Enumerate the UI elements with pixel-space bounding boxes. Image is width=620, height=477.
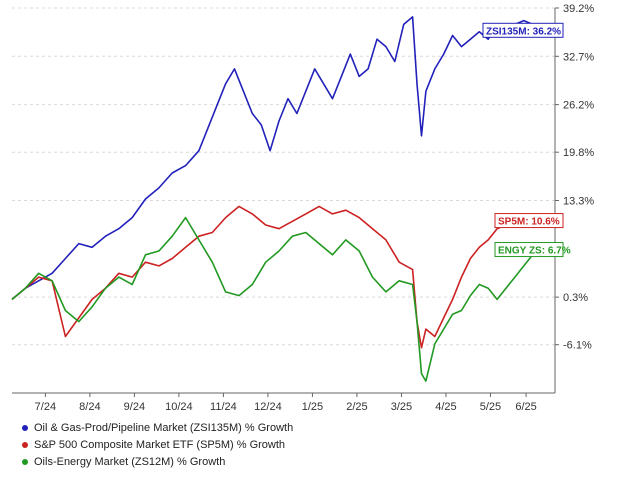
legend-item-sp5m: S&P 500 Composite Market ETF (SP5M) % Gr… xyxy=(22,436,293,453)
x-tick-label: 7/24 xyxy=(35,401,56,413)
end-labels: ZSI135M: 36.2% SP5M: 10.6% ENGY ZS: 6.7% xyxy=(482,22,571,258)
legend-marker-zs12m xyxy=(22,458,28,465)
x-tick-label: 8/24 xyxy=(79,401,100,413)
y-tick-label: -6.1% xyxy=(563,340,592,352)
legend-label-zsi135m: Oil & Gas-Prod/Pipeline Market (ZSI135M)… xyxy=(34,421,294,434)
end-label-box-zsi135m xyxy=(482,22,564,38)
legend-label-sp5m: S&P 500 Composite Market ETF (SP5M) % Gr… xyxy=(34,438,286,451)
x-tick-label: 2/25 xyxy=(346,401,367,413)
x-tick-label: 5/25 xyxy=(480,401,501,413)
x-tick-label: 4/25 xyxy=(435,401,456,413)
x-tick-label: 10/24 xyxy=(165,401,193,413)
x-tick-label: 6/25 xyxy=(515,401,536,413)
series-line-zsi135m xyxy=(11,16,543,301)
x-tick-label: 12/24 xyxy=(254,401,282,413)
legend-item-zsi135m: Oil & Gas-Prod/Pipeline Market (ZSI135M)… xyxy=(22,419,293,436)
legend-label-zs12m: Oils-Energy Market (ZS12M) % Growth xyxy=(34,455,226,468)
x-tick-label: 3/25 xyxy=(391,401,412,413)
series-line-zs12m xyxy=(11,216,543,382)
x-tick-label: 1/25 xyxy=(302,401,323,413)
axes: 39.2% 32.7% 26.2% 19.8% 13.3% 0.3% -6.1% 7/24 8/… xyxy=(12,3,594,413)
y-tick-label: 39.2% xyxy=(563,3,594,15)
chart-legend: Oil & Gas-Prod/Pipeline Market (ZSI135M)… xyxy=(22,419,293,470)
x-tick-label: 11/24 xyxy=(210,401,237,413)
y-tick-label: 32.7% xyxy=(563,51,594,63)
end-label-zsi135m: ZSI135M: 36.2% xyxy=(486,26,561,37)
end-label-box-sp5m xyxy=(494,213,564,229)
legend-marker-sp5m xyxy=(22,441,28,448)
legend-marker-zsi135m xyxy=(22,424,28,431)
end-label-zs12m: ENGY ZS: 6.7% xyxy=(498,246,571,257)
legend-item-zs12m: Oils-Energy Market (ZS12M) % Growth xyxy=(22,453,293,470)
y-tick-label: 13.3% xyxy=(563,196,594,208)
y-tick-label: 19.8% xyxy=(563,147,594,159)
y-tick-label: 0.3% xyxy=(563,292,588,304)
series-line-sp5m xyxy=(11,205,542,349)
x-tick-label: 9/24 xyxy=(124,401,145,413)
end-label-box-zs12m xyxy=(494,242,564,258)
y-tick-label: 26.2% xyxy=(563,100,594,112)
series-lines xyxy=(11,16,543,382)
gridlines xyxy=(12,7,555,346)
end-label-sp5m: SP5M: 10.6% xyxy=(498,217,560,228)
